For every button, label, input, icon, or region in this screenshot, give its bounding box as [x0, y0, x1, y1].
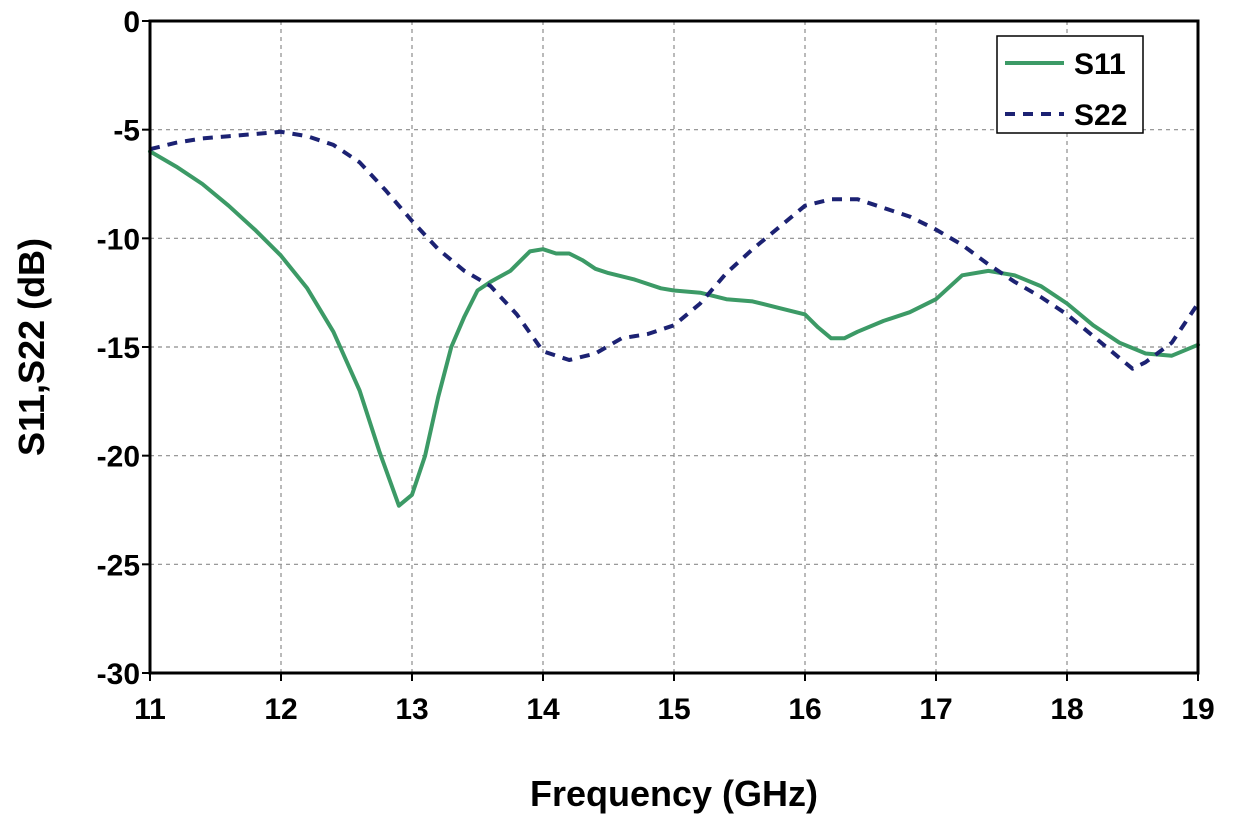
- x-tick-label: 13: [395, 693, 428, 726]
- x-tick-label: 11: [134, 693, 166, 726]
- y-tick-label: -25: [97, 549, 140, 582]
- legend-box: [996, 35, 1144, 134]
- tick-labels: 11 12 13 14 15 16 17 18 19 0 -5 -10 -15 -20 -25 -30: [97, 6, 1215, 726]
- series-line-s11: [148, 149, 1200, 508]
- y-tick-label: -20: [97, 441, 140, 474]
- y-tick-label: -5: [113, 115, 140, 148]
- x-tick-label: 18: [1050, 693, 1083, 726]
- y-tick-label: -30: [97, 658, 140, 691]
- y-tick-label: -10: [97, 223, 140, 256]
- legend-label-s11: S11: [1074, 48, 1126, 81]
- x-tick-label: 14: [526, 693, 560, 726]
- legend-label-s22: S22: [1074, 99, 1127, 132]
- y-tick-label: -15: [97, 332, 140, 365]
- x-tick-label: 19: [1181, 693, 1214, 726]
- x-tick-label: 16: [788, 693, 821, 726]
- series-line-s22: [149, 129, 1200, 371]
- y-axis-title: S11,S22 (dB): [11, 238, 52, 456]
- x-tick-label: 12: [264, 693, 297, 726]
- x-axis-title: Frequency (GHz): [530, 773, 818, 814]
- legend: S11 S22: [996, 35, 1144, 134]
- y-tick-label: 0: [123, 6, 140, 39]
- x-tick-label: 17: [919, 693, 952, 726]
- series-layer: [148, 129, 1200, 508]
- x-tick-label: 15: [657, 693, 690, 726]
